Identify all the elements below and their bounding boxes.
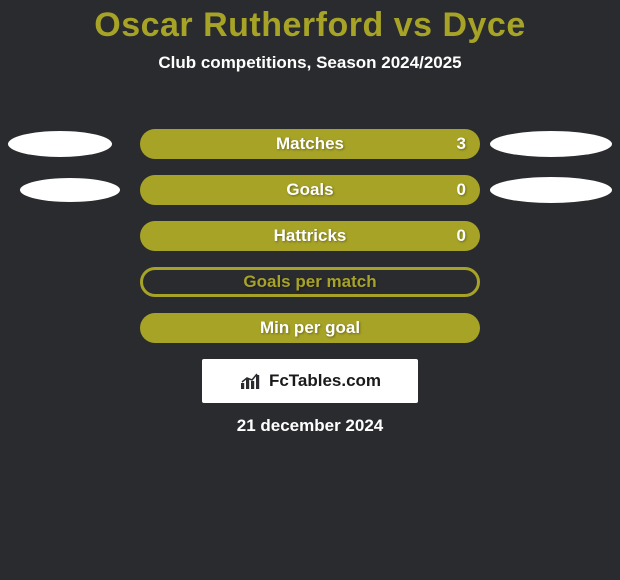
stat-bar: Goals per match <box>140 267 480 297</box>
stat-row: Min per goal <box>0 313 620 343</box>
stat-bar: Matches 3 <box>140 129 480 159</box>
right-marker <box>490 131 612 157</box>
comparison-infographic: Oscar Rutherford vs Dyce Club competitio… <box>0 6 620 580</box>
logo: FcTables.com <box>239 371 381 391</box>
stat-row: Matches 3 <box>0 129 620 159</box>
stat-row: Goals per match <box>0 267 620 297</box>
stat-row: Goals 0 <box>0 175 620 205</box>
stat-bar: Hattricks 0 <box>140 221 480 251</box>
left-marker <box>20 178 120 202</box>
stat-label: Goals per match <box>243 272 376 292</box>
stat-label: Matches <box>276 134 344 154</box>
stat-bar: Min per goal <box>140 313 480 343</box>
page-title: Oscar Rutherford vs Dyce <box>0 6 620 45</box>
stat-label: Min per goal <box>260 318 360 338</box>
stat-value: 0 <box>457 180 466 200</box>
stat-row: Hattricks 0 <box>0 221 620 251</box>
stat-bar: Goals 0 <box>140 175 480 205</box>
date: 21 december 2024 <box>0 416 620 436</box>
left-marker <box>8 131 112 157</box>
bars-icon <box>239 371 265 391</box>
right-marker <box>490 177 612 203</box>
stat-value: 3 <box>457 134 466 154</box>
logo-box: FcTables.com <box>202 359 418 403</box>
stat-value: 0 <box>457 226 466 246</box>
subtitle: Club competitions, Season 2024/2025 <box>0 53 620 73</box>
stat-label: Hattricks <box>274 226 347 246</box>
stat-label: Goals <box>286 180 333 200</box>
logo-text: FcTables.com <box>269 371 381 391</box>
